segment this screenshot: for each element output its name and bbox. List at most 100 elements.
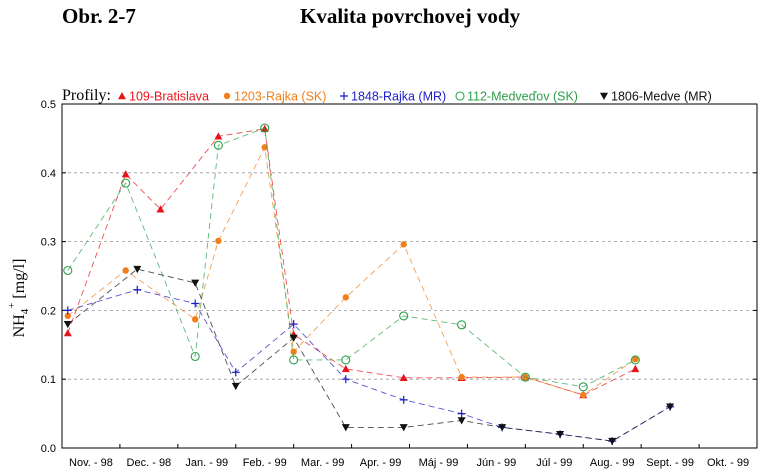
data-point: [341, 424, 350, 432]
series-3: [63, 123, 640, 392]
data-point: [192, 316, 199, 323]
x-tick-label: Dec. - 98: [127, 457, 172, 469]
data-point: [632, 356, 639, 363]
data-point: [341, 355, 351, 365]
data-point: [118, 92, 126, 100]
legend-item-label: 1848-Rajka (MR): [351, 90, 446, 104]
x-tick-label: Aug. - 99: [590, 457, 635, 469]
x-tick-label: Mar. - 99: [301, 457, 344, 469]
data-point: [455, 91, 465, 101]
legend-item: 1203-Rajka (SK): [223, 90, 326, 104]
data-point: [260, 123, 270, 133]
data-point: [290, 348, 297, 355]
plot-frame: [61, 103, 758, 449]
x-tick-label: Júl - 99: [536, 457, 572, 469]
series-line: [67, 289, 671, 442]
x-tick-label: Jún - 99: [477, 457, 517, 469]
legend-item-label: 109-Bratislava: [129, 90, 209, 104]
data-point: [156, 205, 165, 213]
data-point: [580, 391, 587, 399]
data-point: [64, 312, 71, 320]
data-point: [215, 237, 222, 245]
y-axis-label: NH4+ [mg/l]: [6, 259, 31, 338]
figure-label: Obr. 2-7: [62, 4, 136, 28]
y-tick-label: 0.5: [41, 99, 56, 111]
data-point: [121, 178, 131, 188]
axes: 0.0 0.1 0.2 0.3 0.4 0.5 Nov. - 98 Dec. - 98 Jan.…: [41, 99, 758, 469]
data-point: [498, 424, 507, 432]
data-point: [600, 92, 608, 100]
series-2: [63, 285, 675, 446]
data-point: [191, 279, 200, 287]
legend-item-label: 112-Medveďov (SK): [467, 90, 578, 104]
data-point: [289, 320, 298, 329]
data-point: [63, 320, 72, 329]
legend-label: Profily:: [62, 87, 111, 104]
series-1: [64, 144, 639, 399]
y-tick-label: 0.1: [41, 374, 56, 386]
data-point: [631, 364, 640, 373]
x-tick-label: Feb. - 99: [243, 457, 287, 469]
data-point: [190, 351, 200, 362]
data-point: [457, 320, 467, 330]
y-axis-label-unit: [mg/l]: [11, 259, 28, 303]
data-point: [121, 170, 130, 178]
data-point: [133, 285, 142, 294]
data-point: [630, 355, 640, 365]
data-point: [399, 373, 408, 382]
data-point: [289, 334, 298, 342]
legend-item: 1848-Rajka (MR): [340, 90, 446, 104]
data-point: [63, 329, 72, 337]
legend-item-label: 1806-Medve (MR): [611, 90, 712, 104]
data-point: [214, 132, 223, 140]
x-tick-label: Apr. - 99: [360, 457, 402, 469]
data-point: [63, 306, 72, 315]
series-4: [63, 265, 675, 446]
page-title: Kvalita povrchovej vody: [300, 4, 521, 28]
y-tick-label: 0.3: [41, 237, 56, 249]
data-point: [458, 373, 465, 381]
data-point: [578, 382, 588, 392]
data-point: [342, 294, 349, 301]
data-point: [520, 372, 530, 382]
series-line: [67, 128, 636, 396]
data-point: [122, 267, 129, 274]
data-point: [223, 92, 231, 100]
grid-lines: [62, 172, 757, 380]
data-point: [289, 355, 299, 365]
x-tick-label: Sept. - 99: [646, 457, 694, 469]
y-axis-label-main: NH: [11, 314, 28, 338]
legend-item: 109-Bratislava: [118, 90, 209, 104]
data-point: [191, 299, 200, 308]
data-point: [399, 311, 409, 321]
data-point: [261, 144, 268, 151]
x-tick-label: Okt. - 99: [707, 457, 749, 469]
legend-item: 1806-Medve (MR): [600, 90, 712, 104]
data-point: [457, 409, 466, 418]
data-point: [666, 403, 675, 411]
data-point: [231, 368, 240, 377]
series-line: [67, 127, 636, 388]
y-tick-label: 0.4: [41, 168, 56, 180]
data-point: [399, 424, 408, 432]
data-point: [457, 417, 466, 425]
x-tick-label: Jan. - 99: [185, 457, 228, 469]
legend-item: 112-Medveďov (SK): [455, 90, 578, 104]
data-point: [400, 241, 407, 248]
data-point: [608, 437, 617, 446]
series-0: [63, 124, 640, 399]
legend: Profily: 109-Bratislava 1203-Rajka (SK) 18…: [62, 87, 712, 104]
series-line: [67, 268, 671, 442]
y-tick-label: 0.0: [41, 443, 56, 455]
data-point: [213, 140, 223, 150]
x-tick-label: Máj - 99: [419, 457, 459, 469]
y-tick-label: 0.2: [41, 305, 56, 317]
data-point: [341, 364, 350, 373]
data-point: [340, 92, 348, 100]
data-point: [399, 395, 408, 404]
x-tick-label: Nov. - 98: [69, 457, 113, 469]
y-axis-label-sub: 4: [19, 308, 31, 314]
data-point: [341, 375, 350, 384]
series-line: [67, 145, 636, 396]
